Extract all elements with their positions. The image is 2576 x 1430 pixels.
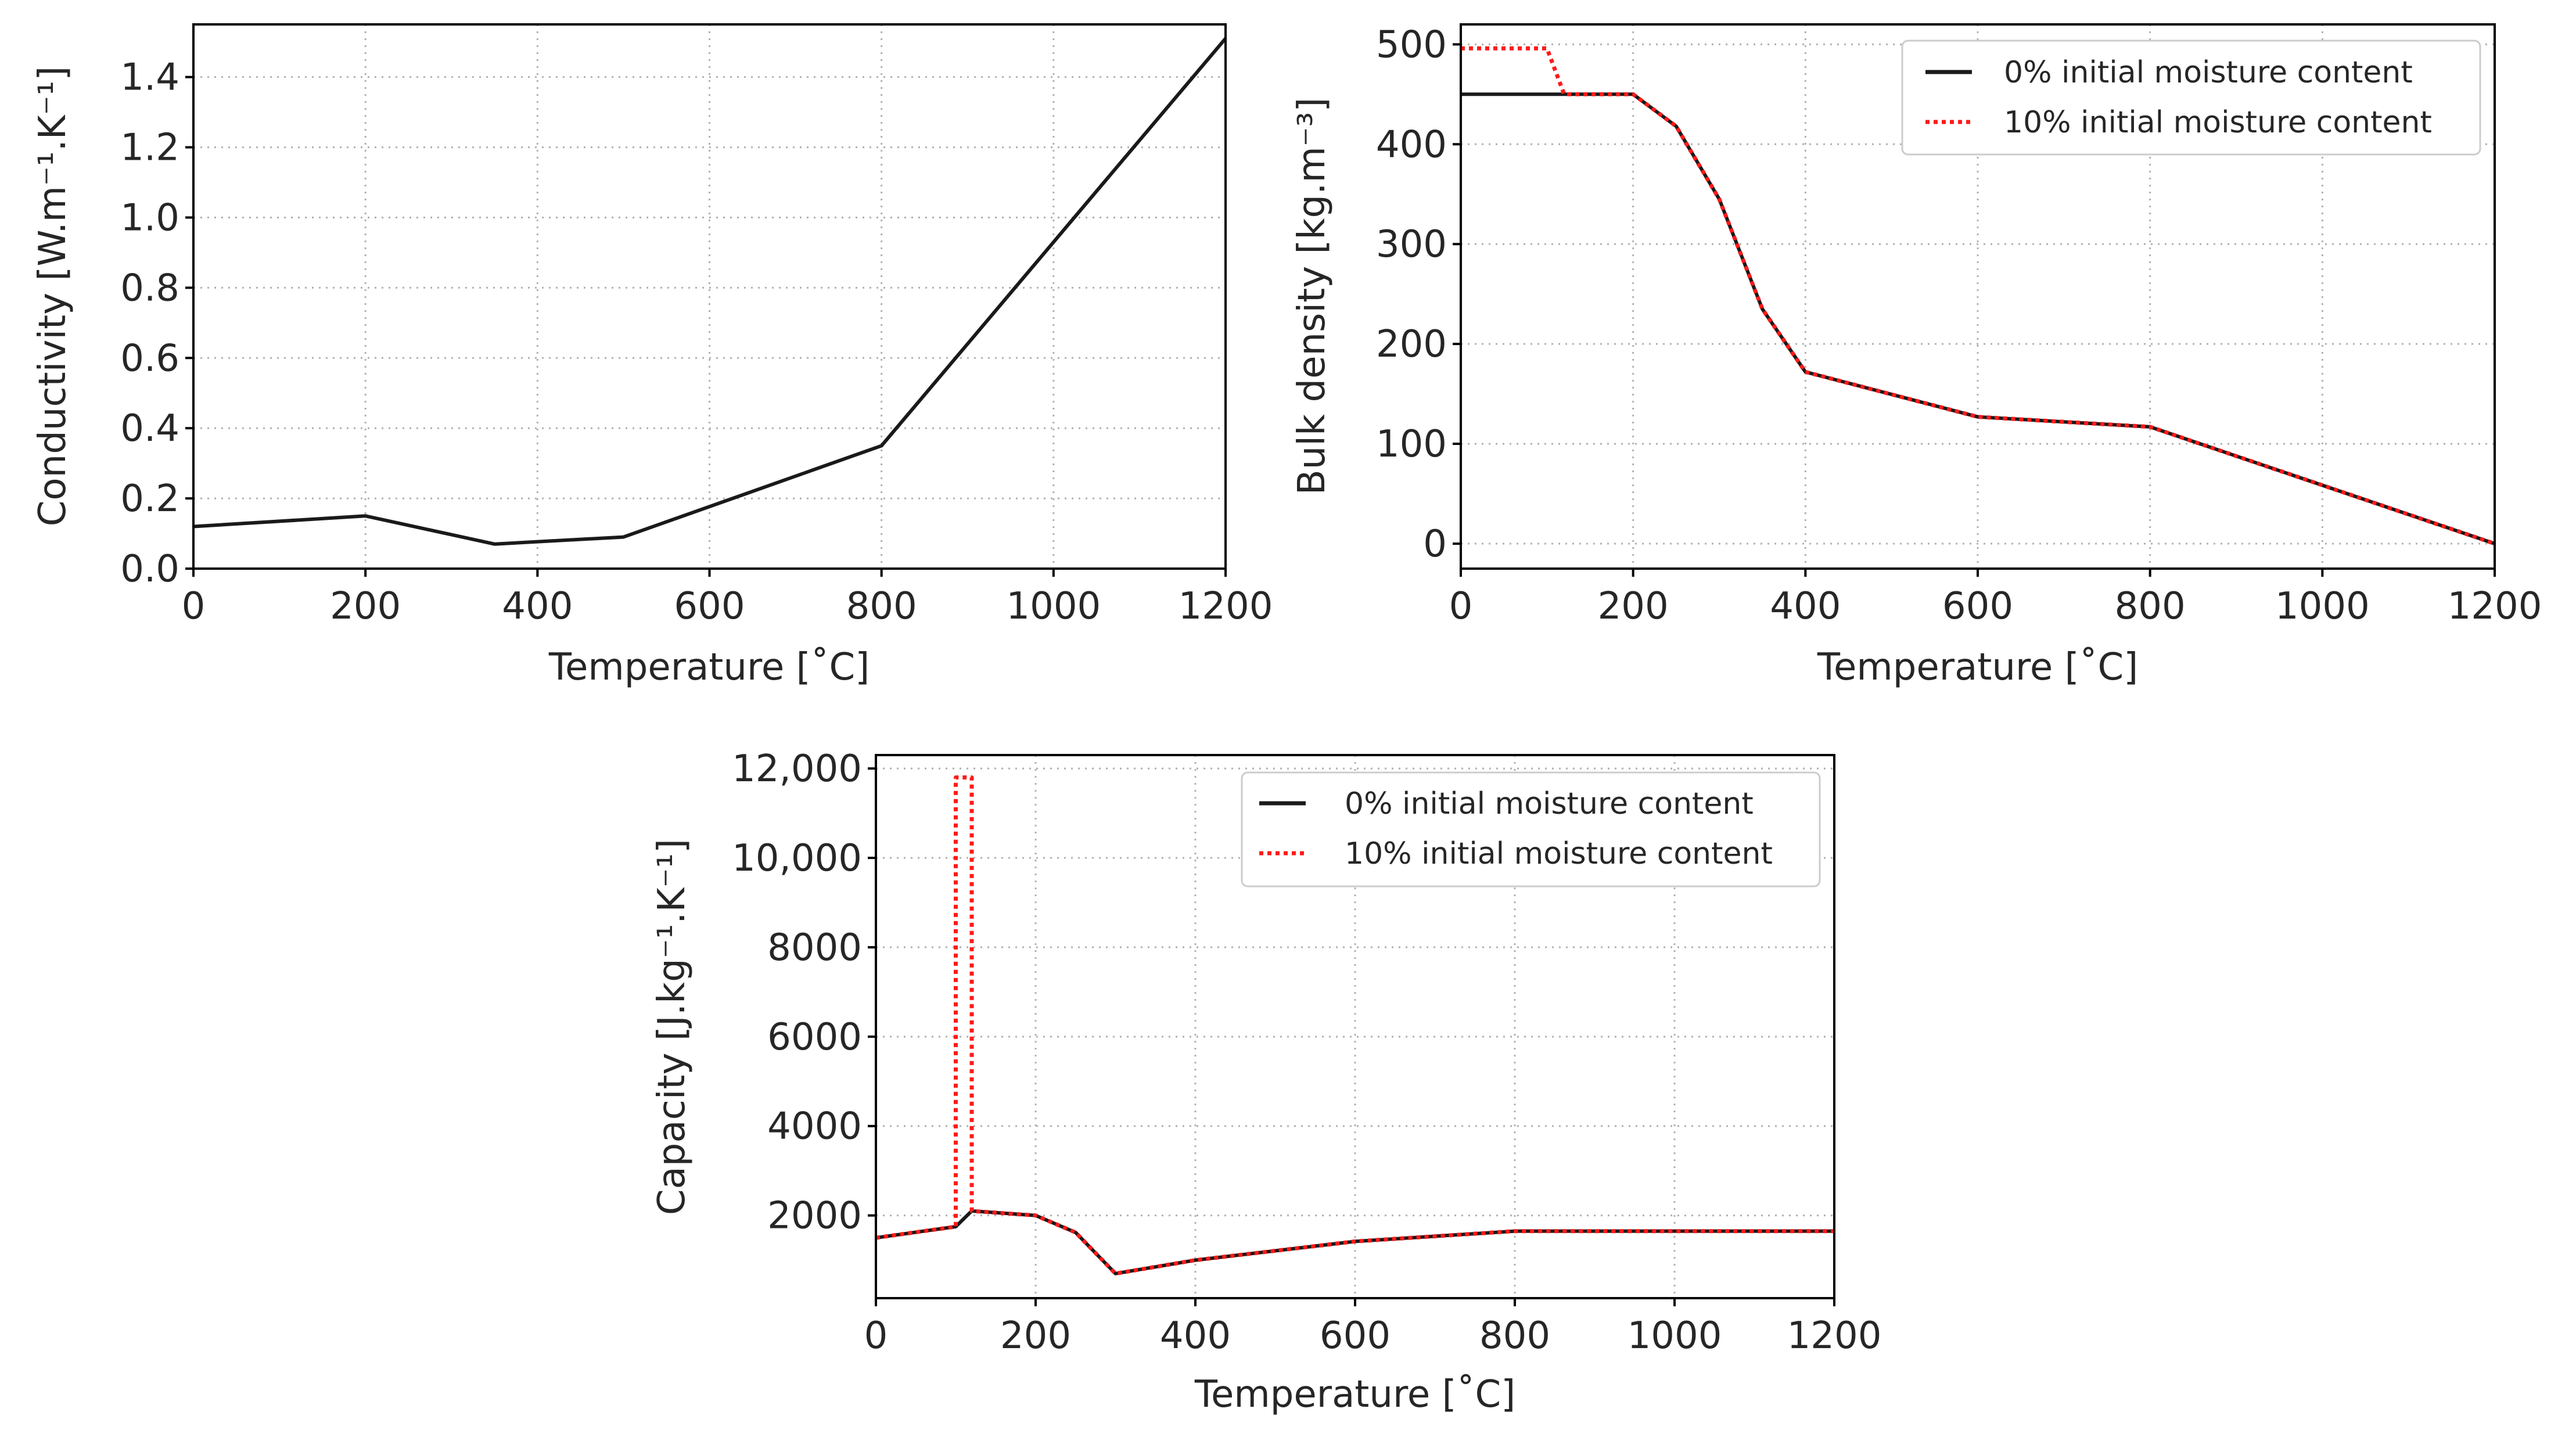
conductivity-y-tick-label: 0.2	[120, 477, 179, 520]
capacity-x-tick-label: 1200	[1787, 1314, 1882, 1357]
bulk-density-x-tick-label: 200	[1598, 585, 1669, 628]
capacity-x-ticks: 0 200 400 600 800 1000 1200	[864, 1298, 1882, 1357]
bulk-density-legend-label-0: 0% initial moisture content	[2004, 55, 2413, 90]
bulk-density-series-solid-black-line	[1461, 92, 2495, 545]
capacity-chart: 0 200 400 600 800 1000 1200 2000 4000 6000 8000 10…	[651, 748, 1881, 1416]
bulk-density-x-tick-label: 600	[1942, 585, 2013, 628]
bulk-density-y-tick-label: 500	[1376, 23, 1447, 66]
capacity-y-axis-label: Capacity [J.kg⁻¹.K⁻¹]	[651, 839, 694, 1215]
conductivity-y-tick-label: 1.2	[120, 127, 179, 170]
bulk-density-y-tick-label: 300	[1376, 223, 1447, 266]
bulk-density-y-axis-label: Bulk density [kg.m⁻³]	[1291, 98, 1334, 495]
capacity-y-tick-label: 6000	[767, 1016, 862, 1059]
conductivity-x-tick-label: 1000	[1006, 585, 1101, 628]
bulk-density-x-axis-label: Temperature [˚C]	[1817, 646, 2138, 689]
conductivity-x-axis-label: Temperature [˚C]	[548, 646, 870, 689]
capacity-x-tick-label: 0	[864, 1314, 888, 1357]
bulk-density-x-tick-label: 1000	[2275, 585, 2370, 628]
bulk-density-x-tick-label: 400	[1770, 585, 1841, 628]
bulk-density-chart: 0 200 400 600 800 1000 1200 0 100 200 300 400 500 T…	[1291, 23, 2542, 689]
capacity-legend-box	[1241, 771, 1821, 888]
bulk-density-legend: 0% initial moisture content 10% initial …	[1901, 39, 2481, 156]
bulk-density-y-tick-label: 100	[1376, 423, 1447, 466]
capacity-y-tick-label: 4000	[767, 1105, 862, 1148]
capacity-series	[875, 775, 1834, 1276]
conductivity-x-ticks: 0 200 400 600 800 1000 1200	[182, 569, 1273, 628]
bulk-density-y-tick-label: 400	[1376, 123, 1447, 166]
conductivity-y-tick-label: 1.4	[120, 56, 179, 99]
conductivity-y-ticks: 0.0 0.2 0.4 0.6 0.8 1.0 1.2 1.4	[120, 56, 193, 591]
capacity-legend-label-0: 0% initial moisture content	[1345, 786, 1754, 821]
capacity-legend-label-1: 10% initial moisture content	[1345, 836, 1773, 871]
conductivity-y-tick-label: 0.0	[120, 548, 179, 591]
conductivity-y-tick-label: 1.0	[120, 196, 179, 239]
capacity-x-tick-label: 600	[1320, 1314, 1391, 1357]
capacity-y-tick-label: 8000	[767, 926, 862, 969]
capacity-x-axis-label: Temperature [˚C]	[1194, 1373, 1515, 1416]
conductivity-x-tick-label: 400	[502, 585, 573, 628]
capacity-x-tick-label: 400	[1160, 1314, 1231, 1357]
bulk-density-y-ticks: 0 100 200 300 400 500	[1376, 23, 1461, 566]
bulk-density-series-dotted-red-line	[1461, 46, 2496, 546]
capacity-x-tick-label: 200	[1000, 1314, 1071, 1357]
conductivity-chart: 0 200 400 600 800 1000 1200 0.0 0.2 0.4 0.6 0.8 1.0…	[31, 23, 1273, 689]
bulk-density-x-tick-label: 1200	[2448, 585, 2542, 628]
bulk-density-x-tick-label: 800	[2115, 585, 2186, 628]
capacity-legend: 0% initial moisture content 10% initial …	[1241, 771, 1821, 888]
bulk-density-x-ticks: 0 200 400 600 800 1000 1200	[1449, 569, 2542, 628]
conductivity-x-tick-label: 0	[182, 585, 206, 628]
bulk-density-series	[1461, 46, 2496, 546]
capacity-y-tick-label: 10,000	[732, 837, 862, 880]
capacity-y-ticks: 2000 4000 6000 8000 10,000 12,000	[732, 748, 876, 1238]
capacity-y-tick-label: 12,000	[732, 748, 862, 791]
bulk-density-y-tick-label: 0	[1423, 523, 1447, 566]
bulk-density-x-tick-label: 0	[1449, 585, 1473, 628]
conductivity-x-tick-label: 200	[330, 585, 401, 628]
conductivity-y-tick-label: 0.8	[120, 267, 179, 310]
bulk-density-legend-label-1: 10% initial moisture content	[2004, 105, 2432, 140]
bulk-density-y-tick-label: 200	[1376, 323, 1447, 366]
conductivity-x-tick-label: 1200	[1179, 585, 1273, 628]
capacity-x-tick-label: 1000	[1627, 1314, 1722, 1357]
conductivity-y-tick-label: 0.6	[120, 337, 179, 380]
bulk-density-legend-box	[1901, 39, 2481, 156]
conductivity-grid	[192, 24, 1227, 570]
conductivity-y-tick-label: 0.4	[120, 407, 179, 450]
conductivity-y-axis-label: Conductivity [W.m⁻¹.K⁻¹]	[31, 66, 74, 526]
capacity-y-tick-label: 2000	[767, 1195, 862, 1238]
conductivity-series-solid-black-line	[193, 37, 1227, 546]
capacity-x-tick-label: 800	[1479, 1314, 1550, 1357]
conductivity-series	[193, 37, 1227, 546]
conductivity-x-tick-label: 800	[846, 585, 917, 628]
conductivity-x-tick-label: 600	[674, 585, 745, 628]
